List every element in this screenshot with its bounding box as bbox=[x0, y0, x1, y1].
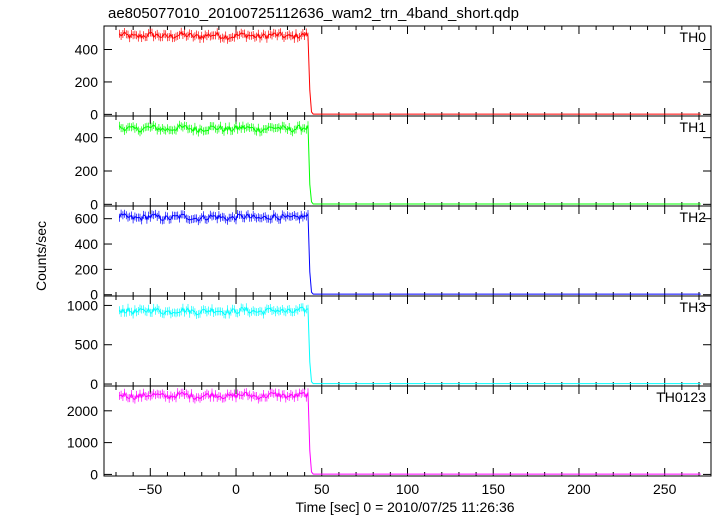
series-errorbars-th0 bbox=[119, 27, 309, 44]
series-line-th0 bbox=[119, 30, 701, 115]
y-tick-label: 0 bbox=[90, 287, 98, 303]
y-tick-label: 0 bbox=[90, 106, 98, 122]
series-line-th2 bbox=[118, 212, 701, 295]
series-errorbars-th0123 bbox=[119, 388, 309, 404]
series-line-th1 bbox=[118, 123, 701, 205]
x-tick-label: −50 bbox=[138, 481, 162, 497]
series-line-th3 bbox=[118, 305, 701, 385]
series-line-th0123 bbox=[119, 390, 701, 475]
panel-th3: 0 500 1000 TH3 bbox=[67, 295, 712, 392]
series-errorbars-th2 bbox=[119, 209, 309, 226]
x-tick-label: 100 bbox=[396, 481, 420, 497]
panel-th0: 0 200 400 TH0 bbox=[75, 25, 712, 122]
panel-name-label: TH1 bbox=[680, 119, 707, 135]
x-tick-label: 150 bbox=[482, 481, 506, 497]
y-tick-label: 2000 bbox=[67, 403, 98, 419]
x-tick-label: 50 bbox=[314, 481, 330, 497]
y-tick-label: 200 bbox=[75, 261, 99, 277]
y-tick-label: 0 bbox=[90, 466, 98, 482]
y-tick-label: 200 bbox=[75, 163, 99, 179]
series-errorbars-th3 bbox=[119, 303, 309, 319]
y-tick-label: 400 bbox=[75, 236, 99, 252]
y-axis-label: Counts/sec bbox=[33, 221, 49, 291]
series-errorbars-th1 bbox=[119, 120, 309, 137]
panel-name-label: TH0123 bbox=[656, 389, 706, 405]
chart-title: ae805077010_20100725112636_wam2_trn_4ban… bbox=[108, 5, 519, 22]
panel-th1: 0 200 400 TH1 bbox=[75, 115, 712, 212]
x-tick-label: 200 bbox=[567, 481, 591, 497]
y-tick-label: 400 bbox=[75, 130, 99, 146]
panel-name-label: TH0 bbox=[680, 29, 707, 45]
y-tick-label: 600 bbox=[75, 211, 99, 227]
y-tick-label: 500 bbox=[75, 337, 99, 353]
x-tick-labels: −50 0 50 100 150 200 250 bbox=[138, 481, 676, 497]
y-tick-label: 1000 bbox=[67, 435, 98, 451]
panel-th0123: 0 1000 2000 TH0123 bbox=[67, 385, 712, 482]
x-tick-label: 0 bbox=[232, 481, 240, 497]
y-tick-label: 200 bbox=[75, 74, 99, 90]
panel-name-label: TH2 bbox=[680, 209, 707, 225]
y-tick-label: 400 bbox=[75, 42, 99, 58]
panel-name-label: TH3 bbox=[680, 299, 707, 315]
panel-th2: 0 200 400 600 TH2 bbox=[75, 205, 712, 303]
chart-panels: 0 200 400 TH0 0 200 400 TH1 0 200 400 600 TH2 0 500 100… bbox=[67, 25, 712, 482]
y-tick-label: 0 bbox=[90, 196, 98, 212]
y-tick-label: 0 bbox=[90, 376, 98, 392]
x-axis-label: Time [sec] 0 = 2010/07/25 11:26:36 bbox=[295, 499, 514, 515]
x-tick-label: 250 bbox=[653, 481, 677, 497]
y-tick-label: 1000 bbox=[67, 297, 98, 313]
